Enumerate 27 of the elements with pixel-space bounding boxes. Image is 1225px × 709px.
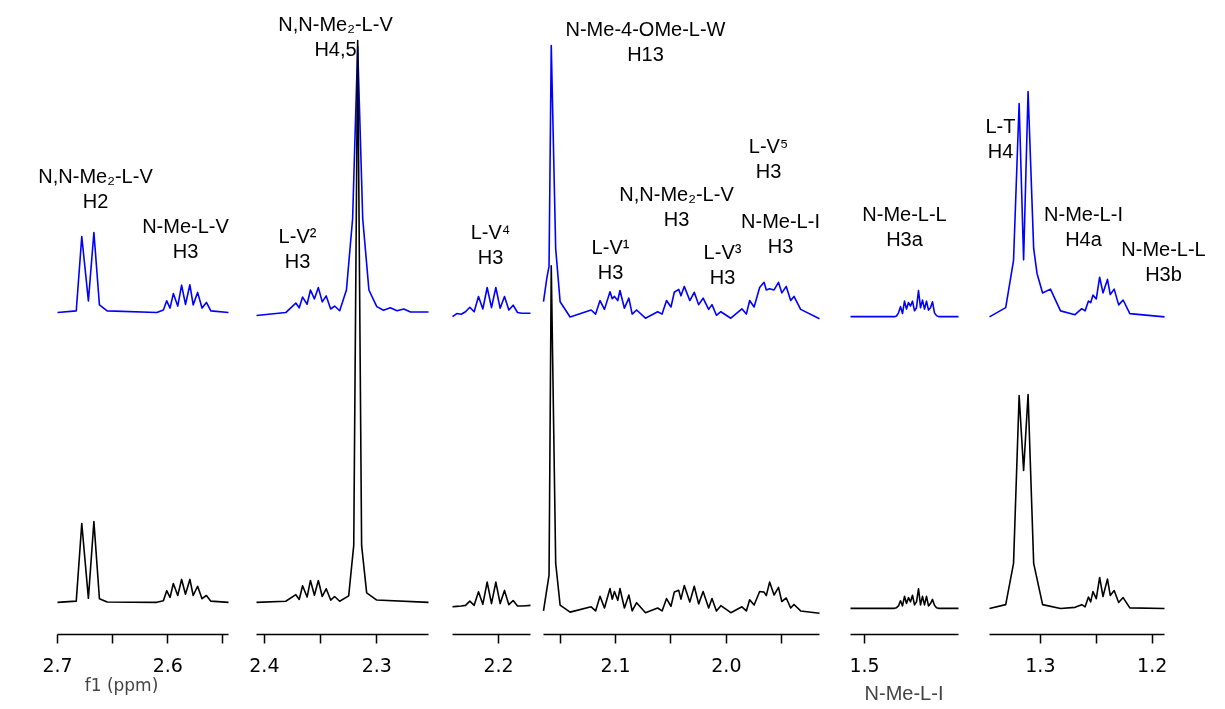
- text: N-Me-L-L H3a: [862, 203, 947, 251]
- annotation: N,N-Me₂-L-V H3: [619, 183, 735, 231]
- annotation: N-Me-L-I H4a: [1044, 203, 1123, 251]
- annotation: L-V³ H3: [703, 241, 742, 289]
- annotation: N-Me-L-L H3b: [1121, 238, 1206, 286]
- x-tick-label: 1.3: [1025, 653, 1056, 676]
- x-tick-label: 2.7: [42, 653, 73, 676]
- annotation: L-V⁵ H3: [748, 135, 789, 183]
- x-tick-label: 2.0: [711, 653, 742, 676]
- text: N-Me-L-I: [864, 681, 944, 704]
- text: 2.2: [483, 653, 514, 676]
- annotation: L-T H4: [985, 115, 1016, 163]
- annotation: N-Me-4-OMe-L-W H13: [565, 18, 726, 66]
- x-tick-label: 2.3: [361, 653, 392, 676]
- annotation: L-V¹ H3: [591, 236, 630, 284]
- text: N,N-Me₂-L-V H2: [38, 165, 154, 213]
- annotation: L-V² H3: [278, 225, 317, 273]
- x-tick-label: 2.4: [249, 653, 280, 676]
- x-tick-label: 1.2: [1137, 653, 1168, 676]
- text: L-V⁴ H3: [470, 221, 511, 269]
- x-axis-title: f1 (ppm): [84, 674, 159, 695]
- annotation: N,N-Me₂-L-V H4,5: [278, 13, 394, 61]
- x-tick-label: 2.1: [600, 653, 631, 676]
- x-tick-label: 2.6: [152, 653, 183, 676]
- text: 1.5: [849, 653, 880, 676]
- annotation: N-Me-L-V H3: [142, 215, 230, 263]
- annotation: N-Me-L-I H3: [741, 210, 820, 258]
